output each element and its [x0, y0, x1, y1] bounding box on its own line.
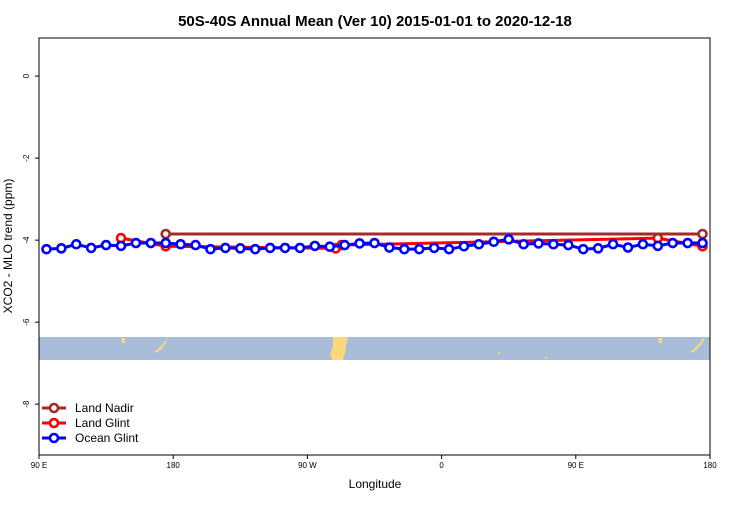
- data-point-ocean-glint: [577, 243, 589, 255]
- x-tick-label: 180: [167, 461, 181, 470]
- map-land-tasmania: [658, 338, 662, 343]
- legend-item: Ocean Glint: [42, 431, 139, 445]
- data-point-ocean-glint: [399, 243, 410, 255]
- inset-map: [39, 337, 710, 360]
- data-point-ocean-glint: [264, 242, 276, 254]
- data-point-ocean-glint: [458, 240, 470, 252]
- data-point-ocean-glint: [130, 237, 142, 249]
- map-land-south-america: [330, 337, 348, 360]
- data-point-ocean-glint: [503, 234, 515, 245]
- data-point-ocean-glint: [592, 243, 604, 254]
- data-point-ocean-glint: [220, 242, 231, 254]
- map-land-new-zealand: [691, 337, 705, 353]
- data-point-ocean-glint: [85, 242, 97, 254]
- data-point-ocean-glint: [548, 238, 559, 250]
- map-ocean: [39, 337, 710, 360]
- legend-item: Land Nadir: [42, 401, 134, 415]
- data-point-ocean-glint: [488, 236, 500, 248]
- y-tick-label: 0: [22, 73, 31, 78]
- data-point-ocean-glint: [413, 243, 425, 255]
- series-ocean-glint: [41, 234, 708, 255]
- x-tick-label: 0: [439, 461, 444, 470]
- data-point-ocean-glint: [249, 243, 261, 255]
- data-point-ocean-glint: [667, 237, 679, 249]
- map-land-tasmania: [121, 338, 125, 343]
- series-land-nadir: [160, 228, 708, 240]
- data-point-ocean-glint: [175, 238, 186, 250]
- chart-title: 50S-40S Annual Mean (Ver 10) 2015-01-01 …: [178, 13, 572, 30]
- data-point-land-nadir: [160, 228, 172, 240]
- legend-marker: [48, 417, 60, 429]
- data-point-ocean-glint: [384, 242, 395, 253]
- data-point-ocean-glint: [637, 238, 649, 250]
- data-point-ocean-glint: [279, 242, 291, 254]
- data-point-ocean-glint: [473, 238, 485, 250]
- data-point-ocean-glint: [160, 237, 172, 249]
- data-point-land-nadir: [697, 228, 708, 240]
- data-point-ocean-glint: [622, 242, 634, 253]
- data-point-ocean-glint: [354, 238, 365, 249]
- plot-frame: [38, 37, 711, 456]
- data-point-ocean-glint: [652, 240, 664, 252]
- data-point-ocean-glint: [563, 239, 574, 251]
- x-tick-label: 90 E: [568, 461, 584, 470]
- x-axis: 90 E 180 90 W 0 90 E 180: [31, 455, 717, 470]
- y-tick-label: -8: [22, 400, 31, 408]
- data-point-ocean-glint: [369, 237, 380, 249]
- y-tick-label: -4: [22, 236, 31, 244]
- legend-label: Land Nadir: [75, 401, 134, 415]
- x-tick-label: 90 W: [298, 461, 317, 470]
- y-tick-label: -2: [22, 154, 31, 162]
- data-point-ocean-glint: [443, 243, 455, 255]
- data-point-ocean-glint: [205, 243, 216, 255]
- data-point-ocean-glint: [41, 243, 52, 255]
- data-point-ocean-glint: [533, 238, 544, 249]
- data-point-ocean-glint: [115, 240, 127, 252]
- data-point-ocean-glint: [70, 238, 82, 250]
- data-point-ocean-glint: [235, 243, 246, 254]
- legend-label: Land Glint: [75, 416, 130, 430]
- data-point-ocean-glint: [607, 238, 619, 250]
- x-tick-label: 180: [703, 461, 717, 470]
- data-point-ocean-glint: [145, 237, 157, 249]
- data-point-ocean-glint: [294, 242, 306, 254]
- data-point-ocean-glint: [56, 243, 67, 254]
- legend-marker: [48, 432, 60, 444]
- data-point-ocean-glint: [428, 242, 440, 254]
- legend-marker: [48, 402, 60, 414]
- data-point-ocean-glint: [324, 241, 336, 253]
- series-layer: [41, 228, 708, 255]
- map-land-new-zealand: [155, 337, 168, 353]
- data-point-ocean-glint: [339, 239, 350, 251]
- y-tick-label: -6: [22, 318, 31, 326]
- map-land-island: [498, 352, 500, 354]
- y-axis: 0 -2 -4 -6 -8: [22, 73, 39, 408]
- data-point-ocean-glint: [518, 238, 529, 250]
- x-tick-label: 90 E: [31, 461, 47, 470]
- legend-item: Land Glint: [42, 416, 130, 430]
- data-point-ocean-glint: [309, 240, 321, 252]
- x-axis-label: Longitude: [349, 477, 402, 491]
- map-land-island: [545, 357, 547, 359]
- data-point-ocean-glint: [697, 237, 708, 249]
- y-axis-label: XCO2 - MLO trend (ppm): [1, 179, 15, 314]
- legend-label: Ocean Glint: [75, 431, 139, 445]
- data-point-ocean-glint: [682, 237, 693, 249]
- data-point-ocean-glint: [100, 239, 112, 251]
- data-point-ocean-glint: [190, 239, 201, 251]
